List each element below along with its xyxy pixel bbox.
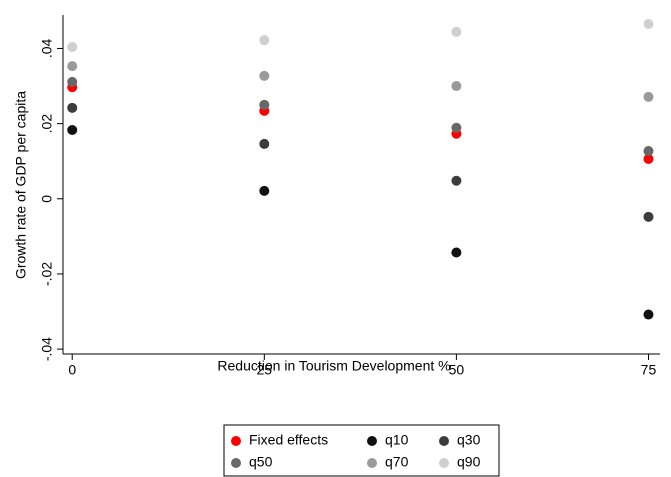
point — [451, 81, 462, 92]
point — [67, 125, 78, 136]
legend-marker — [439, 436, 449, 446]
legend-marker — [439, 458, 449, 468]
x-axis-label: Reduction in Tourism Development % — [217, 358, 450, 374]
point — [451, 26, 462, 37]
point — [259, 70, 270, 81]
x-tick-label: 75 — [641, 362, 657, 378]
legend-label: Fixed effects — [249, 432, 328, 448]
point — [451, 122, 462, 133]
legend-marker — [231, 458, 241, 468]
x-tick-label: 50 — [449, 362, 465, 378]
legend-label: q50 — [249, 454, 273, 470]
point — [67, 76, 78, 87]
point — [643, 91, 654, 102]
y-tick-label: .04 — [39, 39, 55, 59]
y-tick-label: .02 — [39, 114, 55, 134]
point — [67, 102, 78, 113]
x-tick-label: 0 — [68, 362, 76, 378]
point — [259, 35, 270, 46]
legend-marker — [367, 458, 377, 468]
legend-label: q30 — [457, 432, 481, 448]
y-tick-label: -.04 — [39, 337, 55, 361]
y-axis-label: Growth rate of GDP per capita — [13, 91, 29, 279]
point — [67, 61, 78, 72]
point — [259, 138, 270, 149]
point — [67, 41, 78, 52]
point — [451, 175, 462, 186]
legend-marker — [367, 436, 377, 446]
point — [451, 247, 462, 258]
point — [259, 185, 270, 196]
point — [643, 19, 654, 30]
legend-label: q90 — [457, 454, 481, 470]
point — [259, 99, 270, 110]
point — [643, 309, 654, 320]
y-tick-label: 0 — [39, 195, 55, 203]
y-tick-label: -.02 — [39, 262, 55, 286]
x-tick-label: 25 — [257, 362, 273, 378]
point — [643, 153, 654, 164]
legend-label: q10 — [385, 432, 409, 448]
legend-box — [223, 424, 500, 477]
point — [643, 211, 654, 222]
legend-marker — [231, 436, 241, 446]
point — [643, 146, 654, 157]
legend-label: q70 — [385, 454, 409, 470]
